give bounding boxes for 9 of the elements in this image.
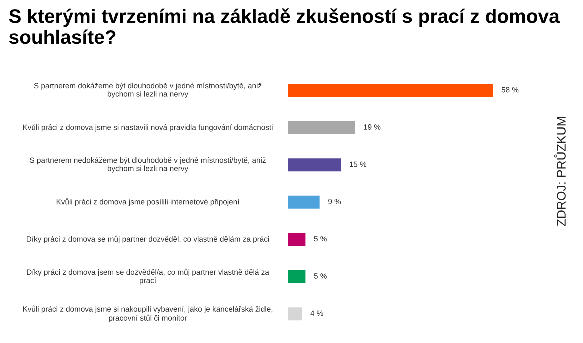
bar (288, 84, 494, 98)
bar (288, 158, 342, 172)
text: ZDROJ: PRŮZKUM (554, 117, 566, 226)
bar (288, 196, 320, 209)
bar (288, 270, 306, 284)
bar (288, 308, 302, 321)
bar (288, 233, 306, 246)
bar (288, 121, 356, 134)
chart-title: S kterými tvrzeními na základě zkušeností s prací z domova souhlasíte? (9, 8, 560, 44)
